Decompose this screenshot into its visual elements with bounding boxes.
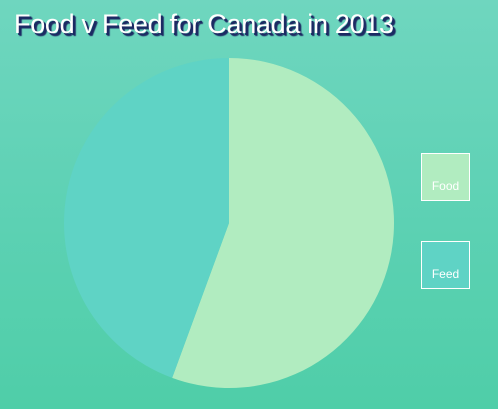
chart-title: Food v Feed for Canada in 2013 bbox=[14, 9, 394, 39]
legend-item-feed[interactable]: Feed bbox=[421, 241, 470, 289]
legend-item-food[interactable]: Food bbox=[421, 153, 470, 201]
pie-slice-feed[interactable] bbox=[64, 58, 229, 378]
legend-label-feed: Feed bbox=[431, 267, 460, 281]
legend-label-food: Food bbox=[431, 179, 460, 193]
pie-slice-food[interactable] bbox=[172, 58, 395, 389]
